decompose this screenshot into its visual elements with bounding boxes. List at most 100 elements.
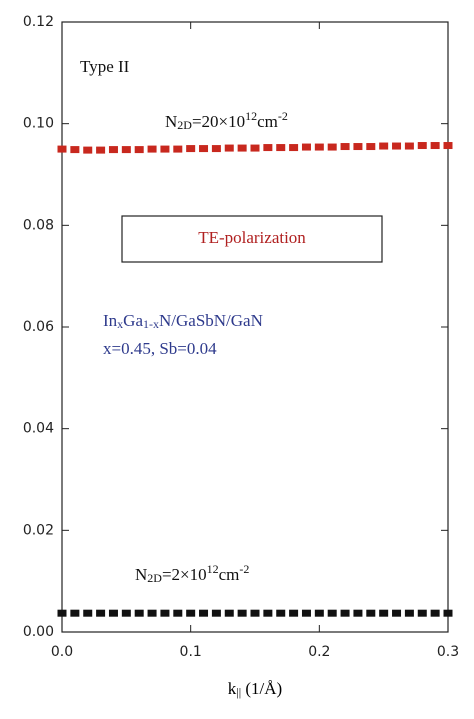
marker [186,609,196,617]
marker [430,609,440,617]
marker [276,144,286,152]
marker [327,143,337,151]
marker [340,143,350,151]
marker [417,142,427,150]
marker [160,145,170,153]
marker [96,146,106,154]
series-label-part: cm [257,112,278,131]
annotation-part: x=0.45, Sb=0.04 [103,339,217,358]
series-label-part: =20×10 [192,112,245,131]
x-axis-title-part: || [236,685,241,699]
series-label: N2D=2×1012cm-2 [135,562,249,585]
marker [96,609,106,617]
marker [211,609,221,617]
marker [314,609,324,617]
marker [250,144,260,152]
marker [443,609,453,617]
marker [430,142,440,150]
marker [314,143,324,151]
annotation-part: Ga [123,311,143,330]
marker [237,144,247,152]
marker [211,145,221,153]
annotation-part: TE-polarization [198,228,306,247]
marker [301,143,311,151]
marker [199,145,209,153]
x-axis-title-part: (1/Å) [241,679,282,698]
marker [392,609,402,617]
annotation-box [121,215,383,263]
marker [160,609,170,617]
y-tick-label: 0.02 [23,522,54,538]
marker [340,609,350,617]
marker [404,609,414,617]
marker [57,145,67,153]
y-tick-label: 0.08 [23,217,54,233]
marker [417,609,427,617]
y-tick-label: 0.00 [23,624,54,640]
annotation: Type II [80,57,130,76]
marker [121,146,131,154]
x-axis-title-part: k [228,679,237,698]
x-tick-label: 0.3 [437,644,459,660]
marker [70,146,80,154]
series-label-part: 2D [177,118,192,132]
x-axis-title: k|| (1/Å) [228,679,282,699]
annotation-part: In [103,311,118,330]
marker [327,609,337,617]
marker [108,146,118,154]
marker [173,609,183,617]
marker [353,143,363,151]
marker [379,609,389,617]
annotation: InxGa1-xN/GaSbN/GaN [103,311,263,331]
series-label-part: -2 [239,562,249,576]
y-tick-label: 0.06 [23,319,54,335]
marker [392,142,402,150]
series-label: N2D=20×1012cm-2 [165,109,288,132]
series-label-part: cm [219,565,240,584]
marker [134,146,144,154]
annotation: x=0.45, Sb=0.04 [103,339,217,358]
marker [186,145,196,153]
marker [70,609,80,617]
marker [276,609,286,617]
series-label-part: -2 [278,109,288,123]
x-tick-label: 0.1 [180,644,202,660]
marker [224,609,234,617]
marker [173,145,183,153]
marker [147,609,157,617]
x-tick-label: 0.0 [51,644,73,660]
annotation: TE-polarization [198,228,306,247]
marker [250,609,260,617]
marker [301,609,311,617]
series-label-part: 12 [245,109,257,123]
marker [57,609,67,617]
marker [443,142,453,150]
series-label-part: 2D [147,571,162,585]
marker [289,144,299,152]
marker [263,144,273,152]
marker [263,609,273,617]
y-tick-label: 0.12 [23,14,54,30]
marker [404,142,414,150]
marker [237,609,247,617]
series-label-part: N [165,112,177,131]
series-label-part: =2×10 [162,565,207,584]
series-label-part: 12 [207,562,219,576]
marker [147,145,157,153]
marker [199,609,209,617]
marker [379,142,389,150]
x-tick-label: 0.2 [308,644,330,660]
marker [353,609,363,617]
annotation-part: Type II [80,57,130,76]
marker [366,609,376,617]
y-tick-label: 0.10 [23,116,54,132]
annotation-part: 1-x [143,317,159,331]
marker [134,609,144,617]
marker [83,146,93,154]
marker [366,143,376,151]
marker [83,609,93,617]
marker [121,609,131,617]
annotation-part: N/GaSbN/GaN [159,311,263,330]
marker [289,609,299,617]
